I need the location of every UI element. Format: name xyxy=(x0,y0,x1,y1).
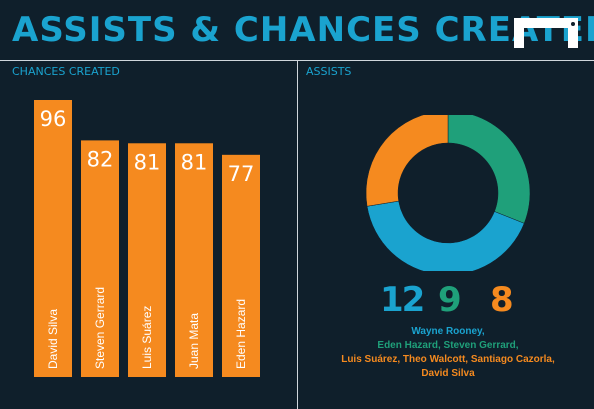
bar xyxy=(81,140,119,377)
assist-players: Wayne Rooney, Eden Hazard, Steven Gerrar… xyxy=(330,325,566,381)
assist-count-9: 9 xyxy=(438,280,462,320)
bar-group-1: 82 Steven Gerrard xyxy=(81,140,119,377)
assists-section-title: ASSISTS xyxy=(306,65,352,78)
page-title: ASSISTS & CHANCES CREATED xyxy=(12,10,594,50)
bar-category-label: Eden Hazard xyxy=(234,299,248,369)
assist-players-9: Eden Hazard, Steven Gerrard, xyxy=(377,340,519,351)
assists-donut-chart xyxy=(365,115,531,271)
bar-value-label: 81 xyxy=(134,150,161,174)
assist-players-8b: David Silva xyxy=(421,368,475,379)
bar xyxy=(128,143,166,377)
chances-bar-chart: 96 David Silva 82 Steven Gerrard 81 Luis Suár… xyxy=(34,100,260,377)
goal-logo-icon xyxy=(514,18,578,48)
assist-counts: 12 9 8 xyxy=(380,278,514,322)
bar-value-label: 96 xyxy=(40,107,67,131)
chances-section-title: CHANCES CREATED xyxy=(12,65,120,78)
bar-group-2: 81 Luis Suárez xyxy=(128,143,166,377)
donut-slice xyxy=(366,200,525,271)
bar-group-3: 81 Juan Mata xyxy=(175,143,213,377)
assist-count-12: 12 xyxy=(380,280,425,320)
bar-category-label: Luis Suárez xyxy=(140,306,154,369)
bar-value-label: 77 xyxy=(228,162,255,186)
donut-slice xyxy=(365,115,449,207)
bar-value-label: 82 xyxy=(87,147,114,171)
assist-players-8a: Luis Suárez, Theo Walcott, Santiago Cazo… xyxy=(341,354,555,365)
bar-category-label: David Silva xyxy=(46,309,60,369)
bar-group-0: 96 David Silva xyxy=(34,100,72,377)
bar xyxy=(175,143,213,377)
bar-group-4: 77 Eden Hazard xyxy=(222,154,260,377)
bar-category-label: Juan Mata xyxy=(187,313,201,369)
bar xyxy=(222,154,260,377)
assist-players-12: Wayne Rooney, xyxy=(411,326,485,337)
section-divider xyxy=(297,61,298,409)
bar-category-label: Steven Gerrard xyxy=(93,287,107,369)
bar xyxy=(34,100,72,377)
donut-slice xyxy=(447,115,531,224)
bar-value-label: 81 xyxy=(181,150,208,174)
header-divider xyxy=(0,60,594,61)
assist-count-8: 8 xyxy=(490,280,514,320)
